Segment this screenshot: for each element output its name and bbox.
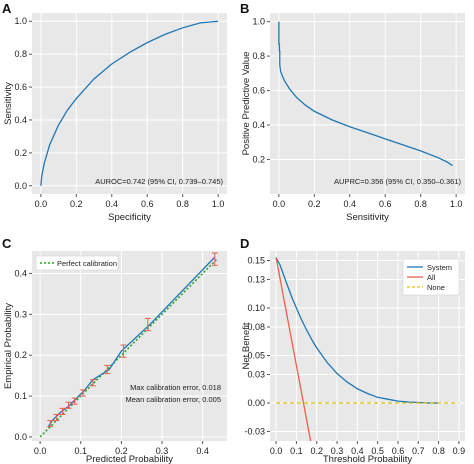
x-tick-label: 0.1 xyxy=(290,446,303,456)
y-axis-label: Sensitivity xyxy=(3,82,14,125)
panel-b: B 0.0 0.2 0.4 0.6 0.8 1.0 0.2 0.4 0.6 0.8 1.0 Sensit… xyxy=(240,1,465,223)
x-tick-label: 0.8 xyxy=(414,199,427,209)
y-tick-label: 0.2 xyxy=(14,148,27,158)
x-tick-label: 0.2 xyxy=(70,199,83,209)
x-tick-label: 0.1 xyxy=(74,446,87,456)
y-tick-label: 0.15 xyxy=(247,256,265,266)
x-tick-label: 0.2 xyxy=(308,199,321,209)
y-tick-label: 0.6 xyxy=(252,86,265,96)
perfect-calibration-line xyxy=(39,258,218,438)
y-tick-label: 0.4 xyxy=(252,120,265,130)
x-tick-label: 0.8 xyxy=(432,446,445,456)
x-axis-label: Predicted Probability xyxy=(86,454,173,464)
y-tick-label: 0.13 xyxy=(247,275,265,285)
x-tick-label: 1.0 xyxy=(212,199,225,209)
y-axis-label: Positive Predictive Value xyxy=(241,52,252,156)
x-tick-label: 0.3 xyxy=(331,446,344,456)
y-axis-label: Empirical Probability xyxy=(3,303,14,389)
y-tick-label: 0.08 xyxy=(247,322,265,332)
y-tick-label: 1.0 xyxy=(252,17,265,27)
series-line-all xyxy=(275,257,312,442)
panel-letter: B xyxy=(240,1,249,16)
x-tick-label: 0.4 xyxy=(344,199,357,209)
y-tick-label: 0.1 xyxy=(14,391,27,401)
x-tick-label: 0.6 xyxy=(379,199,392,209)
x-tick-label: 0.6 xyxy=(392,446,405,456)
x-tick-label: 0.4 xyxy=(106,199,119,209)
y-axis-label: Net Benefit xyxy=(241,322,252,369)
calibration-annotation: Max calibration error, 0.018 xyxy=(130,383,221,392)
legend-label-none: None xyxy=(427,283,445,292)
x-axis-label: Threshold Probability xyxy=(323,454,412,464)
plot-area xyxy=(270,13,465,194)
x-tick-label: 0.2 xyxy=(115,446,128,456)
x-tick-label: 0.7 xyxy=(412,446,425,456)
y-tick-label: -0.03 xyxy=(244,427,265,437)
x-tick-label: 0.4 xyxy=(196,446,209,456)
x-tick-label: 0.6 xyxy=(141,199,154,209)
plot-area xyxy=(32,13,227,194)
legend-box xyxy=(35,255,119,271)
legend-label: Perfect calibration xyxy=(57,259,117,268)
y-tick-label: 0.0 xyxy=(14,432,27,442)
series-line-system xyxy=(275,257,439,404)
y-tick-label: 0.4 xyxy=(14,268,27,278)
y-tick-label: 0.8 xyxy=(252,51,265,61)
x-tick-label: 0.9 xyxy=(453,446,466,456)
y-tick-label: 1.0 xyxy=(14,16,27,26)
y-tick-label: 0.00 xyxy=(247,398,265,408)
x-tick-label: 1.0 xyxy=(450,199,463,209)
x-axis-label: Sensitivity xyxy=(346,212,389,223)
panel-letter: D xyxy=(240,236,249,251)
metric-annotation: AUROC=0.742 (95% CI, 0.739–0.745) xyxy=(95,177,223,186)
metric-annotation: AUPRC=0.356 (95% CI, 0.350–0.361) xyxy=(334,177,461,186)
x-tick-label: 0.0 xyxy=(35,199,48,209)
y-tick-label: 0.8 xyxy=(14,49,27,59)
x-tick-label: 0.0 xyxy=(34,446,47,456)
y-tick-label: 0.2 xyxy=(252,155,265,165)
legend: Perfect calibration xyxy=(35,255,119,271)
y-tick-label: 0.10 xyxy=(247,303,265,313)
y-tick-label: 0.6 xyxy=(14,82,27,92)
y-tick-label: 0.05 xyxy=(247,351,265,361)
x-tick-label: 0.0 xyxy=(270,446,283,456)
x-axis-label: Specificity xyxy=(108,212,151,223)
panel-d: D 0.0 0.1 0.2 0.3 0.4 0.5 0.6 0.7 0.8 0.9 -0.03 0.00… xyxy=(240,236,465,464)
panel-c: C 0.0 0.1 0.2 0.3 0.4 0.0 0.1 0.2 0.3 0.4 Predicted… xyxy=(2,236,227,464)
series-line-main xyxy=(40,20,219,186)
x-tick-label: 0.4 xyxy=(351,446,364,456)
x-tick-label: 0.3 xyxy=(156,446,169,456)
legend-label-system: System xyxy=(427,263,452,272)
x-tick-label: 0.5 xyxy=(371,446,384,456)
y-tick-label: 0.03 xyxy=(247,370,265,380)
y-tick-label: 0.0 xyxy=(14,181,27,191)
y-tick-label: 0.4 xyxy=(14,115,27,125)
panel-a: A 0.0 0.2 0.4 0.6 0.8 1.0 0.0 0.2 0.4 0.6 0.8 1.0 Spe… xyxy=(2,1,227,223)
x-tick-label: 0.0 xyxy=(273,199,286,209)
legend-label-all: All xyxy=(427,273,436,282)
y-tick-label: 0.2 xyxy=(14,350,27,360)
y-tick-label: 0.3 xyxy=(14,309,27,319)
x-tick-label: 0.2 xyxy=(310,446,323,456)
x-tick-label: 0.8 xyxy=(176,199,189,209)
panel-letter: C xyxy=(2,236,12,251)
panel-letter: A xyxy=(2,1,12,16)
calibration-annotation: Mean calibration error, 0.005 xyxy=(126,395,221,404)
series-line-main xyxy=(278,21,453,167)
